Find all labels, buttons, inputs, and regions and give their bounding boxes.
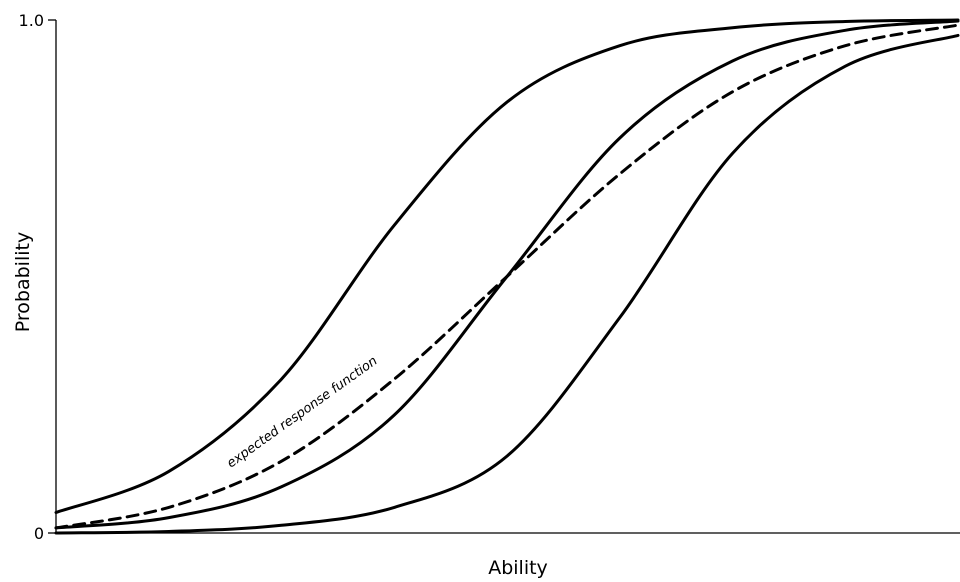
y-tick-label-top: 1.0 xyxy=(19,11,44,30)
item-response-curve-1 xyxy=(54,18,960,514)
y-tick-label-bottom: 0 xyxy=(34,524,44,543)
expected-response-curve xyxy=(54,23,960,530)
item-response-curve-2 xyxy=(54,19,960,530)
x-axis-title: Ability xyxy=(488,557,548,579)
y-axis-title: Probability xyxy=(12,232,34,332)
item-response-curve-3 xyxy=(54,33,960,535)
curves-layer xyxy=(54,18,960,535)
